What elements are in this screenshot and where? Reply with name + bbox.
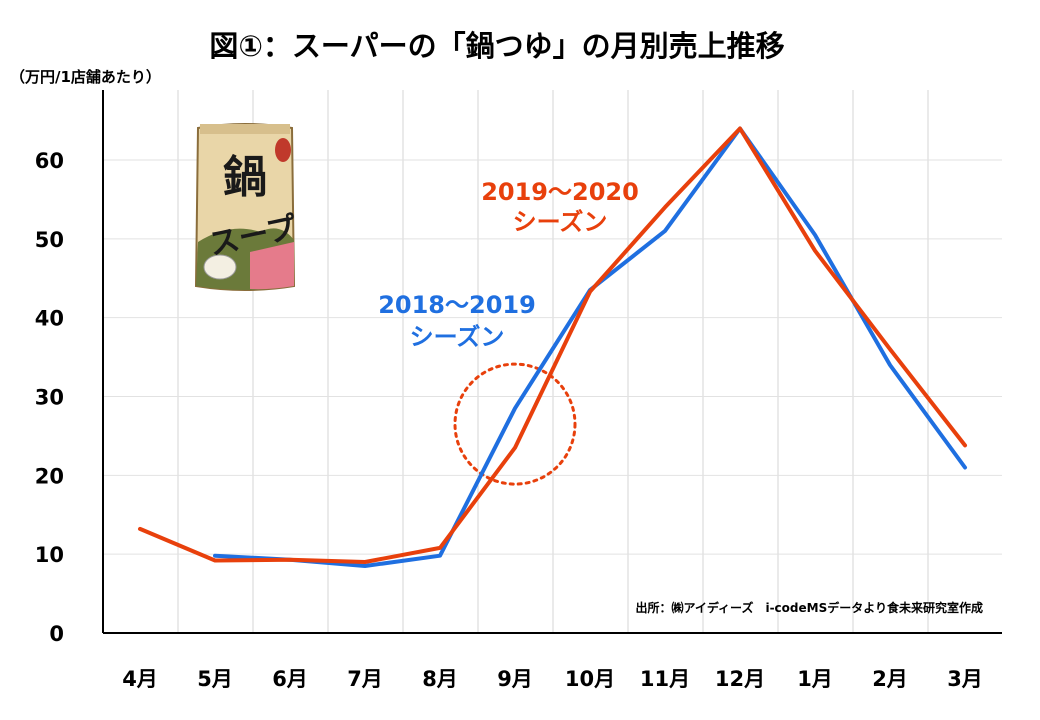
- series-lines: [138, 126, 967, 568]
- x-tick-5: 8月: [422, 667, 458, 691]
- y-tick-10: 10: [35, 543, 64, 567]
- x-tick-8: 11月: [640, 667, 690, 691]
- x-tick-6: 9月: [497, 667, 533, 691]
- dotted-circle: [453, 362, 577, 486]
- y-tick-60: 60: [35, 149, 64, 173]
- x-tick-9: 12月: [715, 667, 765, 691]
- source-note: 出所：㈱アイディーズ i-codeMSデータより食未来研究室作成: [636, 600, 984, 615]
- nabe-soup-package-icon: 鍋 スープ: [194, 123, 301, 291]
- vertical-gridlines: [103, 90, 1002, 633]
- series-line-1: [138, 126, 967, 564]
- series-label-2019-2020-line1: 2019～2020: [481, 178, 639, 206]
- x-tick-2: 5月: [197, 667, 233, 691]
- x-tick-3: 6月: [272, 667, 308, 691]
- x-tick-10: 1月: [797, 667, 833, 691]
- series-label-2018-2019-line1: 2018～2019: [378, 291, 536, 319]
- package-text-line1: 鍋: [223, 152, 267, 203]
- x-tick-1: 4月: [122, 667, 158, 691]
- x-tick-7: 10月: [565, 667, 615, 691]
- highlight-circle: [453, 362, 577, 486]
- y-tick-labels: 0 10 20 30 40 50 60: [35, 149, 64, 646]
- y-tick-0: 0: [49, 622, 64, 646]
- y-tick-20: 20: [35, 464, 64, 488]
- x-tick-11: 2月: [872, 667, 908, 691]
- x-tick-labels: 4月 5月 6月 7月 8月 9月 10月 11月 12月 1月 2月 3月: [122, 667, 983, 691]
- chart-title: 図①：スーパーの「鍋つゆ」の月別売上推移: [209, 29, 784, 63]
- y-axis-unit-label: （万円/1店舗あたり）: [10, 68, 161, 86]
- y-tick-40: 40: [35, 307, 64, 331]
- axes: [102, 90, 1002, 634]
- y-tick-50: 50: [35, 228, 64, 252]
- series-label-2018-2019-line2: シーズン: [410, 323, 505, 351]
- x-tick-12: 3月: [947, 667, 983, 691]
- series-label-2019-2020-line2: シーズン: [513, 208, 608, 236]
- y-tick-30: 30: [35, 386, 64, 410]
- x-tick-4: 7月: [347, 667, 383, 691]
